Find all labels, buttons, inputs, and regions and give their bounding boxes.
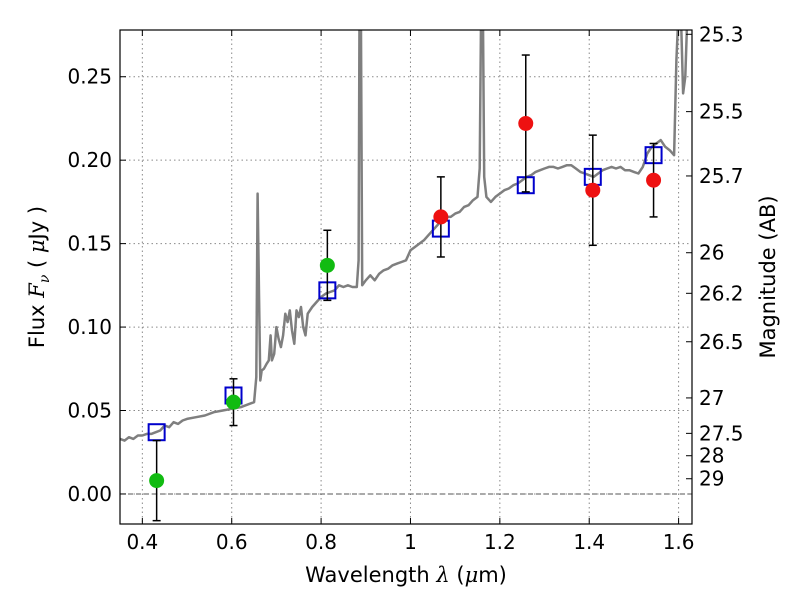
- axis-ticks: 0.4 0.6 0.8 1 1.2 1.4 1.6 0.00 0.05 0.10 0.15 0.20 0…: [67, 22, 743, 554]
- y-tick-label: 0.05: [67, 399, 112, 423]
- mag-tick-label: 29: [699, 467, 724, 491]
- y-tick-label: 0.15: [67, 232, 112, 256]
- observed-photometry-point: [319, 257, 335, 273]
- x-axis-title: Wavelength λ (μm): [305, 563, 507, 587]
- y2-axis-title: Magnitude (AB): [756, 195, 780, 358]
- grid: [120, 30, 692, 524]
- y-tick-label: 0.20: [67, 148, 112, 172]
- x-tick-label: 1.6: [663, 530, 695, 554]
- mag-tick-label: 26.2: [699, 281, 744, 305]
- observed-photometry-point: [646, 172, 662, 188]
- y-axis-title: Flux Fν ( μJy ): [25, 206, 53, 348]
- observed-photometry-point: [226, 394, 242, 410]
- mag-tick-label: 27: [699, 386, 724, 410]
- x-tick-label: 1.4: [573, 530, 605, 554]
- observed-photometry-point: [149, 473, 165, 489]
- mag-tick-label: 25.3: [699, 22, 744, 46]
- x-tick-label: 1.2: [484, 530, 516, 554]
- y-tick-label: 0.00: [67, 482, 112, 506]
- x-tick-label: 0.8: [305, 530, 337, 554]
- x-tick-label: 1: [404, 530, 417, 554]
- observed-photometry-point: [433, 209, 449, 225]
- mag-tick-label: 26: [699, 241, 724, 265]
- x-tick-label: 0.6: [216, 530, 248, 554]
- observed-photometry-point: [518, 115, 534, 131]
- mag-tick-label: 27.5: [699, 421, 744, 445]
- mag-tick-label: 28: [699, 444, 724, 468]
- observed-photometry-point: [585, 182, 601, 198]
- y-tick-label: 0.25: [67, 65, 112, 89]
- plot-area: [120, 30, 689, 522]
- y-tick-label: 0.10: [67, 315, 112, 339]
- mag-tick-label: 25.7: [699, 164, 744, 188]
- model-spectrum-line: [120, 30, 689, 442]
- mag-tick-label: 26.5: [699, 330, 744, 354]
- x-tick-label: 0.4: [126, 530, 158, 554]
- mag-tick-label: 25.5: [699, 100, 744, 124]
- plot-frame: [119, 29, 693, 525]
